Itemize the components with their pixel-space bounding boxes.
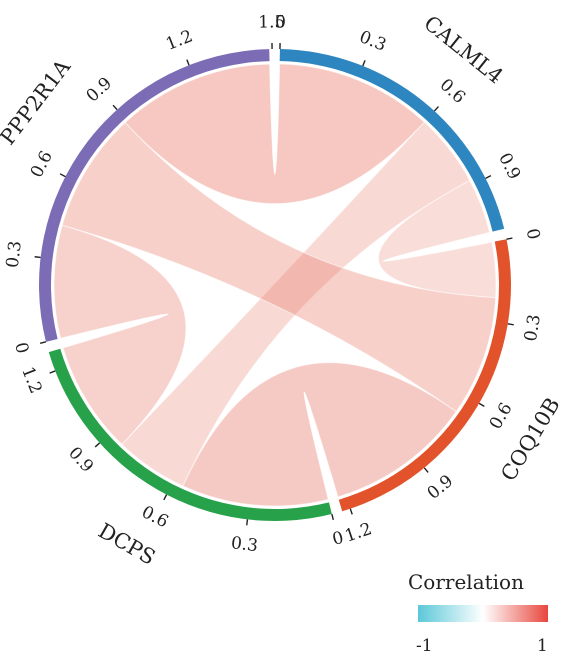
tick-label-calml4-0: 0 [275, 12, 286, 32]
tick-mark-calml4-3 [485, 175, 492, 179]
tick-mark-ppp2r1a-2 [59, 173, 66, 178]
tick-label-dcps-4: 1.2 [17, 364, 45, 396]
sector-arc-coq10b [338, 239, 512, 512]
tick-mark-dcps-3 [94, 442, 101, 448]
tick-mark-coq10b-3 [423, 467, 429, 473]
tick-mark-dcps-1 [246, 519, 249, 526]
tick-mark-calml4-2 [433, 106, 439, 112]
tick-mark-dcps-4 [49, 370, 56, 374]
sector-label-dcps: DCPS [94, 518, 159, 569]
tick-label-ppp2r1a-3: 0.9 [83, 73, 116, 106]
tick-mark-ppp2r1a-4 [186, 59, 190, 66]
tick-label-dcps-0: 0 [330, 528, 345, 550]
sector-arc-dcps [48, 348, 332, 521]
tick-label-dcps-3: 0.9 [64, 443, 97, 476]
tick-label-ppp2r1a-5: 1.5 [258, 12, 285, 32]
tick-mark-dcps-0 [331, 513, 334, 521]
tick-label-ppp2r1a-2: 0.6 [27, 148, 57, 181]
sector-label-ppp2r1a: PPP2R1A [0, 54, 76, 149]
tick-mark-coq10b-4 [349, 508, 353, 515]
tick-label-calml4-3: 0.9 [494, 150, 524, 183]
tick-label-coq10b-3: 0.9 [424, 471, 458, 504]
tick-label-coq10b-4: 1.2 [342, 519, 374, 547]
legend-gradient-bar [418, 605, 548, 622]
correlation-legend: Correlation -1 1 [408, 570, 548, 656]
tick-mark-ppp2r1a-1 [34, 256, 41, 259]
tick-label-dcps-1: 0.3 [230, 533, 259, 556]
tick-mark-calml4-1 [362, 60, 366, 67]
tick-label-coq10b-2: 0.6 [486, 399, 517, 432]
tick-mark-ppp2r1a-3 [112, 104, 118, 111]
legend-max-label: 1 [537, 636, 548, 656]
tick-mark-coq10b-0 [506, 237, 513, 240]
chord-link-calml4-coq10b [377, 179, 497, 299]
sector-label-calml4: CALML4 [419, 11, 507, 89]
legend-title: Correlation [408, 570, 524, 594]
tick-label-coq10b-1: 0.3 [521, 313, 545, 343]
chord-links [53, 63, 497, 507]
tick-label-calml4-1: 0.3 [356, 27, 389, 56]
tick-mark-coq10b-1 [507, 323, 514, 326]
tick-mark-coq10b-2 [478, 402, 485, 407]
legend-min-label: -1 [416, 636, 433, 656]
tick-label-ppp2r1a-1: 0.3 [3, 240, 26, 269]
tick-label-coq10b-0: 0 [522, 227, 544, 242]
tick-label-calml4-2: 0.6 [436, 75, 469, 108]
chord-link-dcps-ppp2r1a [53, 224, 187, 446]
sector-arc-calml4 [279, 49, 505, 232]
chord-link-coq10b-dcps [182, 362, 457, 507]
tick-label-dcps-2: 0.6 [138, 502, 171, 532]
tick-label-ppp2r1a-4: 1.2 [163, 26, 195, 54]
tick-label-ppp2r1a-0: 0 [10, 340, 32, 355]
tick-mark-dcps-2 [163, 494, 168, 501]
tick-mark-ppp2r1a-0 [39, 341, 47, 344]
